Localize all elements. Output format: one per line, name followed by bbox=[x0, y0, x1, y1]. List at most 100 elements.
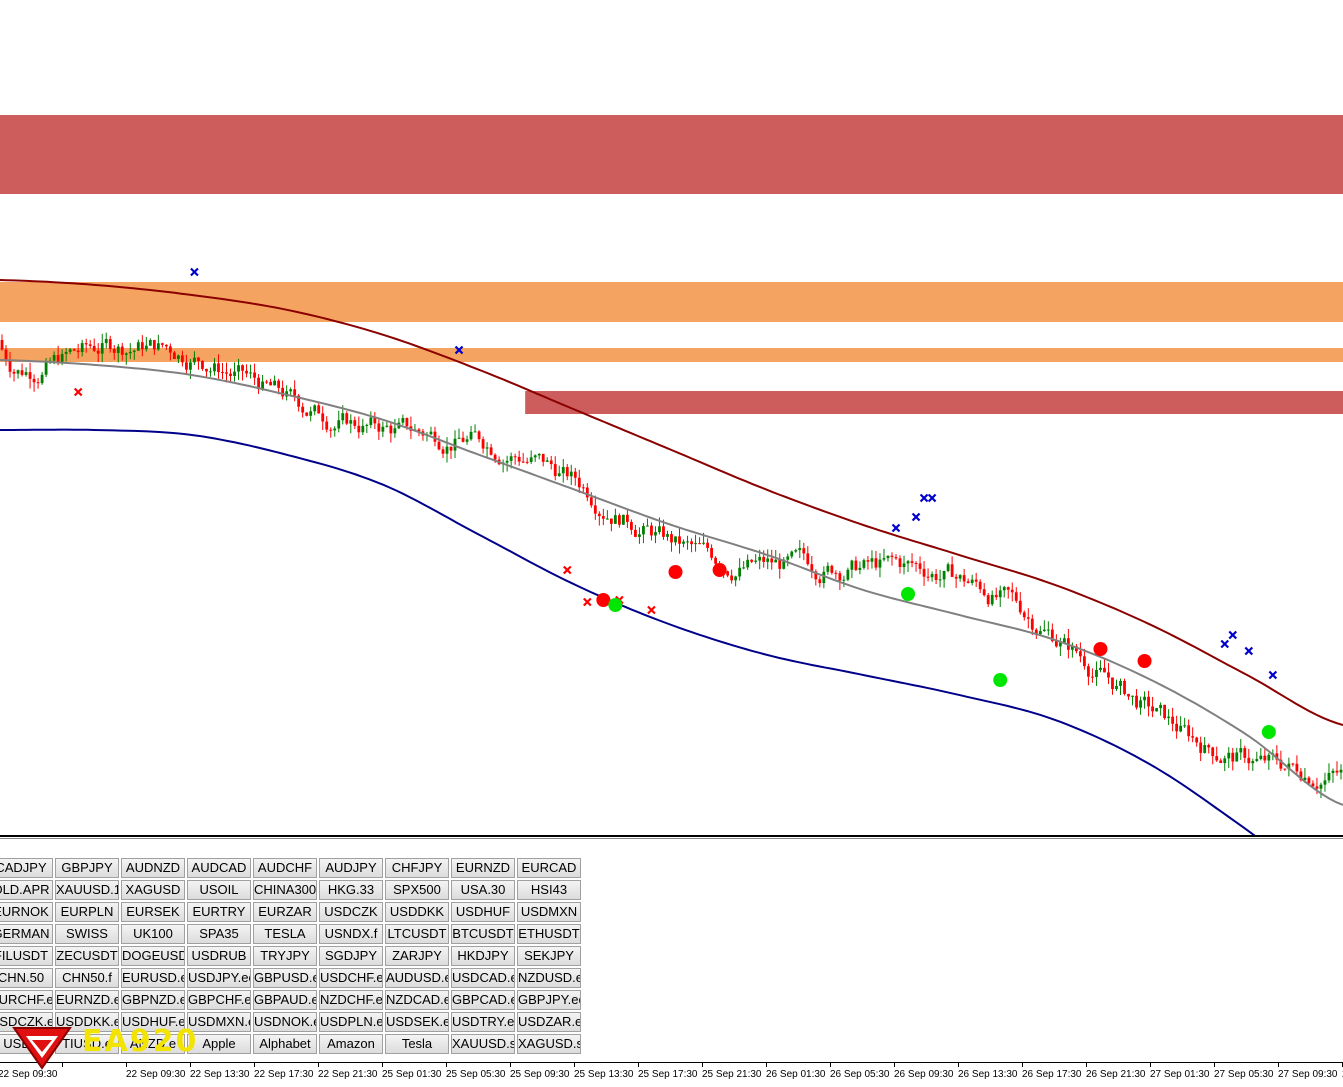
symbol-button[interactable]: USDTRY.ec bbox=[451, 1012, 515, 1032]
symbol-button[interactable]: XAGUSD.s bbox=[517, 1034, 581, 1054]
symbol-button[interactable]: Apple bbox=[187, 1034, 251, 1054]
symbol-button[interactable]: OLD.APR bbox=[0, 880, 53, 900]
symbol-button[interactable]: SPA35 bbox=[187, 924, 251, 944]
candle-body bbox=[690, 541, 693, 545]
candle-body bbox=[176, 355, 180, 360]
symbol-button[interactable]: USOIL bbox=[187, 880, 251, 900]
symbol-button[interactable]: EURTRY bbox=[187, 902, 251, 922]
symbol-button[interactable]: XAGUSD bbox=[121, 880, 185, 900]
symbol-button[interactable]: HSI43 bbox=[517, 880, 581, 900]
symbol-button[interactable]: USDNOK.ec bbox=[253, 1012, 317, 1032]
symbol-button[interactable]: USDCAD.ec bbox=[451, 968, 515, 988]
symbol-button[interactable]: EURNZD bbox=[451, 858, 515, 878]
symbol-button[interactable]: GBPCAD.ec bbox=[451, 990, 515, 1010]
symbol-button[interactable]: GBPJPY bbox=[55, 858, 119, 878]
symbol-button[interactable]: Tesla bbox=[385, 1034, 449, 1054]
symbol-button[interactable]: USA.30 bbox=[451, 880, 515, 900]
symbol-button[interactable]: EURCHF.ec bbox=[0, 990, 53, 1010]
symbol-button[interactable]: NZDUSD.ec bbox=[517, 968, 581, 988]
candle-body bbox=[834, 572, 838, 574]
symbol-button[interactable]: USDMXN bbox=[517, 902, 581, 922]
symbol-button[interactable]: USDCZK bbox=[319, 902, 383, 922]
symbol-button[interactable]: HKDJPY bbox=[451, 946, 515, 966]
symbol-button[interactable]: AUDNZD bbox=[121, 858, 185, 878]
symbol-button[interactable]: DOGEUSDT bbox=[121, 946, 185, 966]
candle-body bbox=[1030, 618, 1034, 630]
symbol-button[interactable]: Alphabet bbox=[253, 1034, 317, 1054]
symbol-button[interactable]: USDHUF bbox=[451, 902, 515, 922]
symbol-button[interactable]: AUDUSD.ec bbox=[385, 968, 449, 988]
candle-body bbox=[253, 372, 256, 378]
symbol-button[interactable]: USDHUF.ec bbox=[121, 1012, 185, 1032]
candle-body bbox=[774, 559, 778, 563]
symbol-button[interactable]: USDRUB bbox=[187, 946, 251, 966]
symbol-button[interactable]: AUDCAD bbox=[187, 858, 251, 878]
symbol-button[interactable]: USNDX.f bbox=[319, 924, 383, 944]
symbol-button[interactable]: UK100 bbox=[121, 924, 185, 944]
symbol-button[interactable]: CHFJPY bbox=[385, 858, 449, 878]
symbol-button[interactable]: CADJPY bbox=[0, 858, 53, 878]
chart-canvas[interactable] bbox=[0, 0, 1343, 835]
symbol-button[interactable]: USDSEK.ec bbox=[385, 1012, 449, 1032]
symbol-button[interactable]: SWISS bbox=[55, 924, 119, 944]
candle-body bbox=[870, 558, 874, 562]
time-tick-mark bbox=[1150, 1063, 1151, 1067]
symbol-button[interactable]: GBPUSD.ec bbox=[253, 968, 317, 988]
symbol-button[interactable]: USDDKK bbox=[385, 902, 449, 922]
candle-body bbox=[557, 473, 561, 477]
symbol-button[interactable]: GERMAN bbox=[0, 924, 53, 944]
candle-body bbox=[205, 368, 208, 372]
candle-body bbox=[998, 590, 1002, 598]
candle-body bbox=[92, 345, 96, 351]
symbol-button[interactable]: EURPLN bbox=[55, 902, 119, 922]
candle-body bbox=[878, 559, 882, 568]
symbol-button[interactable]: GBPJPY.ec bbox=[517, 990, 581, 1010]
symbol-button[interactable]: EURCAD bbox=[517, 858, 581, 878]
symbol-button[interactable]: ANZD.e bbox=[121, 1034, 185, 1054]
symbol-button[interactable]: ETHUSDT bbox=[517, 924, 581, 944]
symbol-button[interactable]: USDCHF.ec bbox=[319, 968, 383, 988]
symbol-button[interactable]: ZARJPY bbox=[385, 946, 449, 966]
candle-body bbox=[513, 456, 517, 458]
symbol-button[interactable]: EURUSD.ec bbox=[121, 968, 185, 988]
symbol-button[interactable]: EURNZD.ec bbox=[55, 990, 119, 1010]
symbol-button[interactable]: HKG.33 bbox=[319, 880, 383, 900]
symbol-button[interactable]: TRYJPY bbox=[253, 946, 317, 966]
symbol-button[interactable]: GBPNZD.ec bbox=[121, 990, 185, 1010]
symbol-button[interactable]: XAUUSD.1 bbox=[55, 880, 119, 900]
symbol-button[interactable]: SEKJPY bbox=[517, 946, 581, 966]
symbol-button[interactable]: GBPAUD.ec bbox=[253, 990, 317, 1010]
symbol-button[interactable]: SPX500 bbox=[385, 880, 449, 900]
symbol-button[interactable]: Amazon bbox=[319, 1034, 383, 1054]
entry-signal-cross bbox=[562, 565, 572, 575]
symbol-button[interactable]: EURZAR bbox=[253, 902, 317, 922]
symbol-button[interactable]: NZDCHF.ec bbox=[319, 990, 383, 1010]
candle-body bbox=[946, 564, 950, 571]
symbol-row: USDCZK.ecUSDDKK.ecUSDHUF.ecUSDMXN.ecUSDN… bbox=[0, 1012, 593, 1034]
candle-body bbox=[477, 431, 481, 440]
symbol-button[interactable]: CHINA300 bbox=[253, 880, 317, 900]
symbol-button[interactable]: CHN50.f bbox=[55, 968, 119, 988]
symbol-button[interactable]: GBPCHF.ec bbox=[187, 990, 251, 1010]
symbol-button[interactable]: AUDCHF bbox=[253, 858, 317, 878]
symbol-button[interactable]: USDPLN.ec bbox=[319, 1012, 383, 1032]
symbol-button[interactable]: XAUUSD.s bbox=[451, 1034, 515, 1054]
symbol-button[interactable]: TESLA bbox=[253, 924, 317, 944]
symbol-button[interactable]: CHN.50 bbox=[0, 968, 53, 988]
symbol-button[interactable]: USDZAR.ec bbox=[517, 1012, 581, 1032]
symbol-button[interactable]: FILUSDT bbox=[0, 946, 53, 966]
symbol-button[interactable]: LTCUSDT bbox=[385, 924, 449, 944]
symbol-button[interactable]: USDJPY.ec bbox=[187, 968, 251, 988]
price-chart[interactable] bbox=[0, 0, 1343, 835]
symbol-button[interactable]: EURSEK bbox=[121, 902, 185, 922]
symbol-button[interactable]: AUDJPY bbox=[319, 858, 383, 878]
candle-body bbox=[429, 431, 433, 435]
symbol-button[interactable]: ZECUSDT bbox=[55, 946, 119, 966]
symbol-button[interactable]: USDMXN.ec bbox=[187, 1012, 251, 1032]
candle-body bbox=[80, 343, 84, 353]
symbol-button[interactable]: EURNOK bbox=[0, 902, 53, 922]
symbol-button[interactable]: BTCUSDT bbox=[451, 924, 515, 944]
symbol-button[interactable]: NZDCAD.ec bbox=[385, 990, 449, 1010]
symbol-button[interactable]: SGDJPY bbox=[319, 946, 383, 966]
sell-signal-cross bbox=[911, 512, 921, 522]
